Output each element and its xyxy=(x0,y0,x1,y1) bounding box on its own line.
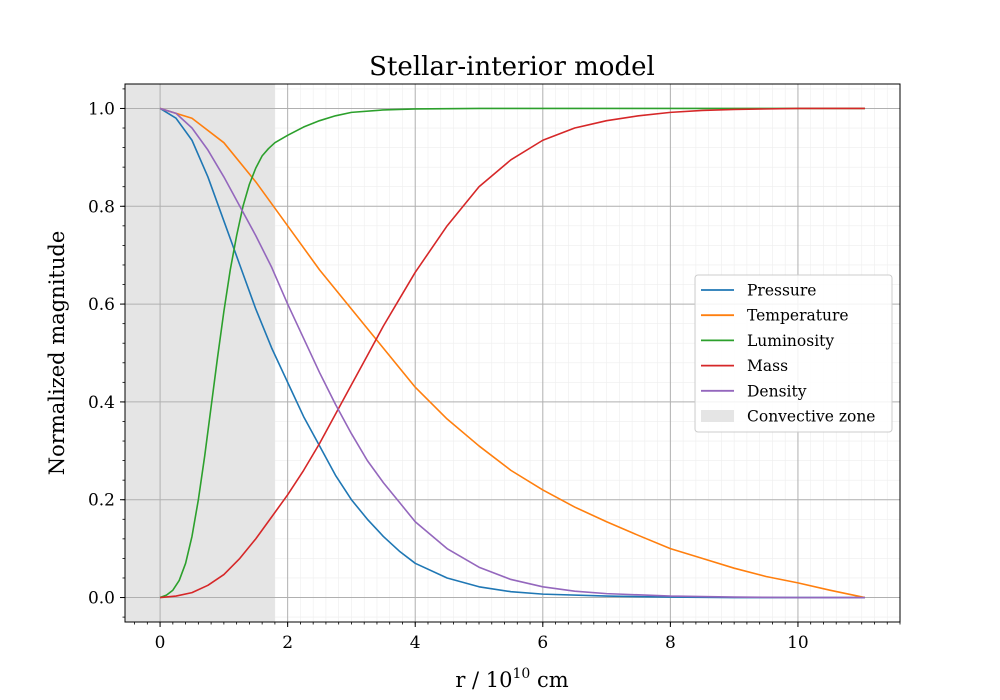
x-tick-label: 0 xyxy=(155,633,166,653)
series-line-density xyxy=(159,107,865,599)
x-axis-label-base: r / 10 xyxy=(455,668,512,692)
x-axis-label: r / 1010 cm xyxy=(455,666,568,692)
legend-label: Mass xyxy=(747,357,788,375)
series-line-pressure xyxy=(159,107,865,599)
y-tick-label: 0.8 xyxy=(88,197,115,217)
legend: Pressure Temperature Luminosity Mass Density… xyxy=(694,274,893,433)
legend-swatch-convective-zone xyxy=(701,410,734,422)
y-tick-label: 0.6 xyxy=(88,295,115,315)
x-tick-label: 10 xyxy=(787,633,809,653)
x-tick-label: 6 xyxy=(537,633,548,653)
legend-label: Convective zone xyxy=(747,408,875,426)
legend-label: Pressure xyxy=(747,282,817,300)
y-tick-label: 0.4 xyxy=(88,393,115,413)
legend-label: Density xyxy=(747,382,807,400)
x-axis-label-unit: cm xyxy=(530,668,568,692)
x-tick-label: 8 xyxy=(665,633,676,653)
plot-frame xyxy=(124,83,901,623)
y-tick-label: 0.2 xyxy=(88,491,115,511)
x-tick-label: 4 xyxy=(410,633,421,653)
y-tick-label: 0.0 xyxy=(88,589,115,609)
legend-label: Temperature xyxy=(747,307,849,325)
x-axis-label-exponent: 10 xyxy=(513,666,531,682)
series-line-temperature xyxy=(159,107,866,599)
series-lines xyxy=(159,107,866,599)
x-tick-label: 2 xyxy=(282,633,293,653)
y-axis-label: Normalized magnitude xyxy=(45,231,69,475)
axis-ticks: 0 2 4 6 8 10 0.0 0.2 0.4 0.6 0.8 1.0 xyxy=(88,88,901,653)
series-line-luminosity xyxy=(159,107,865,599)
series-line-mass xyxy=(160,107,865,599)
legend-box xyxy=(694,274,893,433)
y-tick-label: 1.0 xyxy=(88,99,115,119)
convective-zone-shading xyxy=(125,84,275,622)
legend-label: Luminosity xyxy=(747,332,834,350)
chart-title: Stellar-interior model xyxy=(369,52,655,82)
